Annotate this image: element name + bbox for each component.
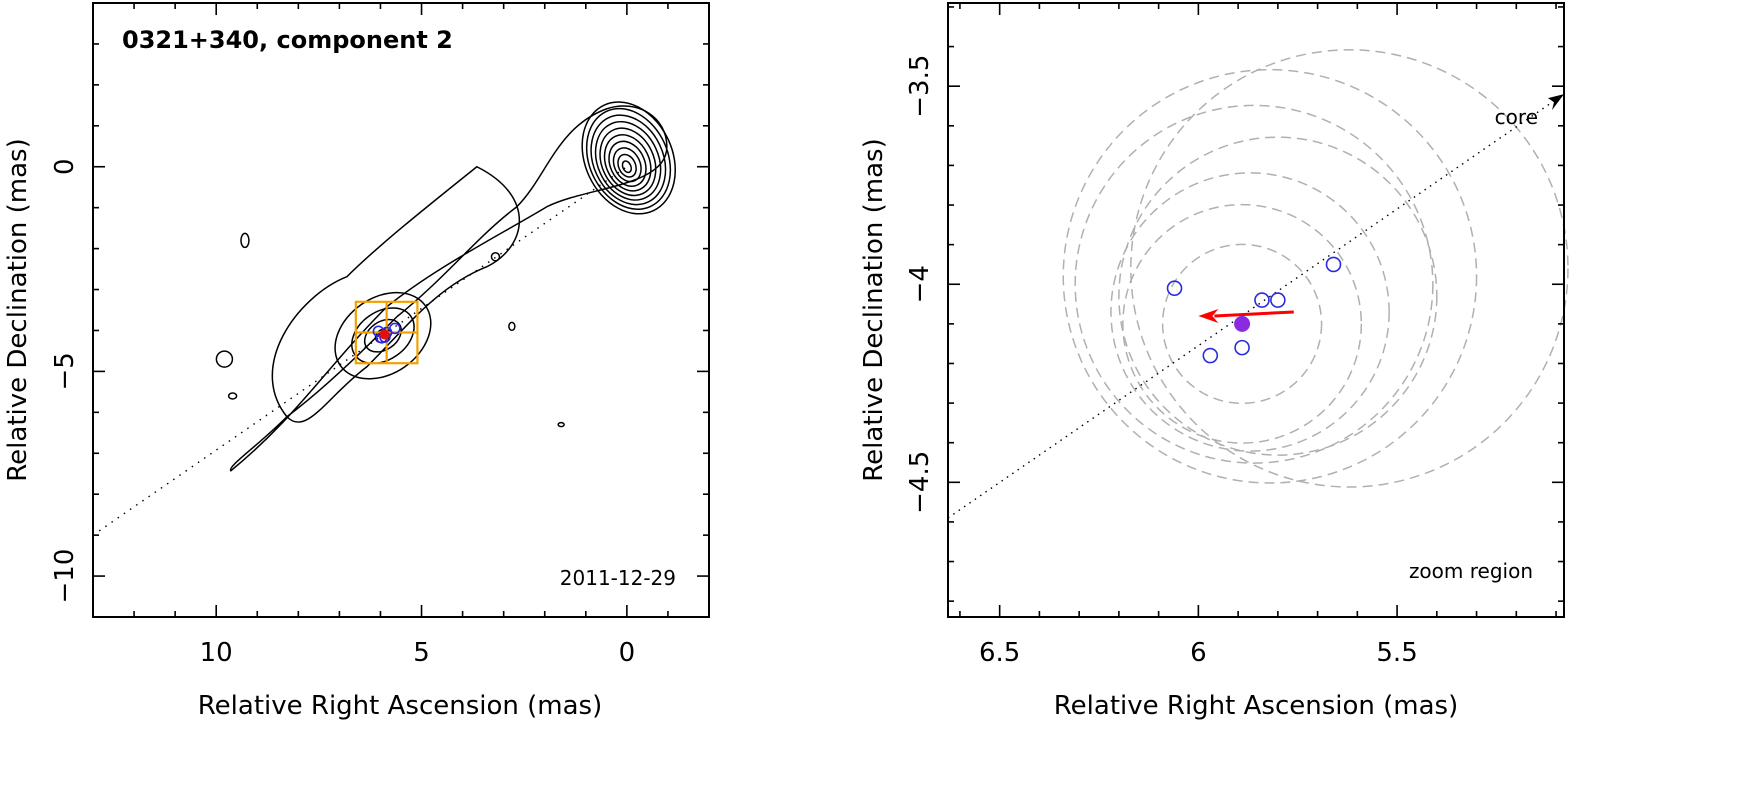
uncertainty-circles [1062,49,1569,488]
left-title: 0321+340, component 2 [122,26,453,54]
uncertainty-circle [1074,104,1434,464]
core-contour [608,140,647,187]
jet-envelope-contour [229,105,668,472]
right-y-tick-label: −4.5 [905,451,935,514]
right-feature-point [1166,280,1183,297]
core-contour [621,160,633,174]
component-contour [334,291,432,380]
left-y-axis-label: Relative Declination (mas) [3,138,33,481]
core-contour [603,134,652,192]
right-x-tick-label: 6 [1190,638,1207,668]
left-x-tick-label: 5 [413,638,430,668]
isolated-contour [490,252,501,262]
right-panel: 6.5 6 5.5 −3.5 −4 −4.5 core zoom region Relat… [859,2,1569,721]
isolated-contour [508,321,516,332]
right-feature-markers [1166,256,1342,364]
isolated-contour [215,350,234,368]
right-feature-point [1202,347,1219,364]
core-contour [612,147,642,183]
uncertainty-circle [1161,243,1323,405]
right-y-axis-label: Relative Declination (mas) [859,138,889,481]
core-contour [599,127,657,197]
right-y-tick-label: −3.5 [905,55,935,118]
right-plot-frame [947,2,1565,618]
right-feature-point [1254,292,1270,308]
right-x-axis-label: Relative Right Ascension (mas) [1054,691,1458,721]
left-x-tick-label: 10 [200,638,233,668]
left-y-tick-label: −10 [50,549,80,604]
left-y-tick-label: 0 [50,158,80,175]
core-contour [590,114,667,206]
uncertainty-circle [1110,172,1390,452]
left-plot-frame [92,2,710,618]
left-x-tick-label: 0 [619,638,636,668]
core-contour [585,107,672,210]
core-contour [594,120,662,201]
uncertainty-circle [1122,203,1363,444]
isolated-contour [240,232,250,249]
velocity-arrow-shaft [1214,310,1294,318]
core-direction-arrow [1548,94,1564,111]
left-y-tick-label: −5 [50,352,80,390]
left-contours [215,101,677,472]
right-jet-axis-line [947,93,1565,519]
isolated-contour [227,392,238,400]
right-component-marker [1234,315,1251,332]
right-y-tick-label: −4 [905,265,935,303]
right-axis-ticks [948,3,1564,617]
left-tick-labels: 10 5 0 0 −5 −10 [50,158,635,668]
outer-jet-contour [271,165,520,423]
left-axis-ticks [92,2,710,618]
right-feature-point [1270,292,1286,308]
uncertainty-circle [1118,136,1438,456]
core-arrow-head [1548,94,1564,111]
isolated-contour [557,421,565,428]
uncertainty-circle [1130,49,1569,488]
velocity-arrow [1198,308,1294,323]
uncertainty-circle [1062,68,1478,484]
right-x-tick-label: 5.5 [1376,638,1417,668]
left-feature-point [389,322,401,335]
left-component-marker [379,329,390,340]
right-x-tick-label: 6.5 [979,638,1020,668]
epoch-label: 2011-12-29 [560,566,676,590]
right-tick-labels: 6.5 6 5.5 −3.5 −4 −4.5 [905,55,1418,668]
core-contour [581,101,677,215]
zoom-region-annotation: zoom region [1409,559,1533,583]
left-x-axis-label: Relative Right Ascension (mas) [198,691,602,721]
left-panel: 10 5 0 0 −5 −10 0321+340, component 2 2011-12… [3,2,710,721]
core-contour [617,153,637,178]
right-feature-point [1325,256,1342,273]
right-feature-point [1234,339,1250,356]
velocity-arrow-head [1198,308,1219,323]
left-jet-axis-line [92,166,628,536]
core-annotation: core [1495,105,1538,129]
